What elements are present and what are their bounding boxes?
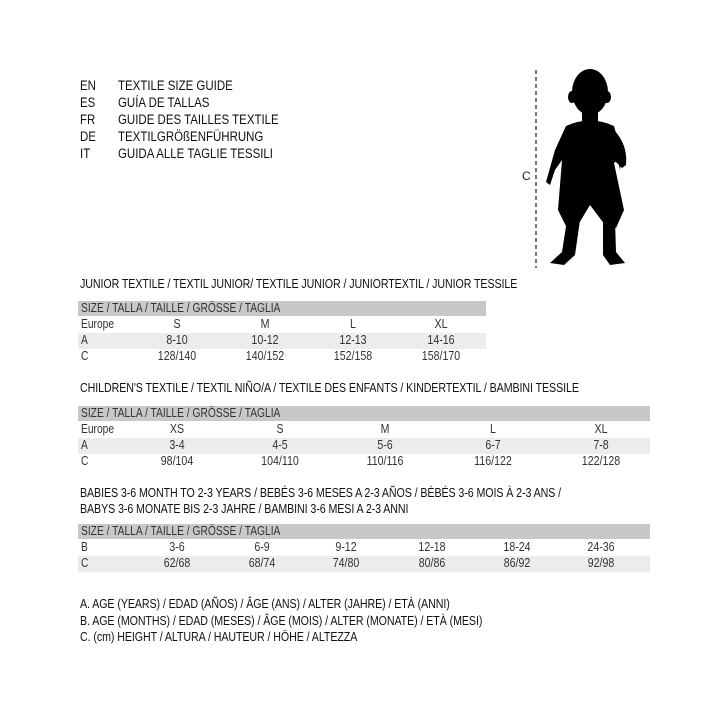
table-cell: 18-24 xyxy=(503,540,531,554)
height-measure-label: C xyxy=(522,169,531,183)
language-code: EN xyxy=(80,78,96,93)
table-cell: 62/68 xyxy=(163,556,191,570)
table-cell: 12-13 xyxy=(339,333,367,347)
table-cell: S xyxy=(173,317,181,331)
row-label: Europe xyxy=(81,317,115,331)
table-row: A 3-4 4-5 5-6 6-7 7-8 xyxy=(78,438,650,454)
babies-title-line1: BABIES 3-6 MONTH TO 2-3 YEARS / BEBÉS 3-… xyxy=(80,485,562,500)
size-header-label: SIZE / TALLA / TAILLE / GRÖSSE / TAGLIA xyxy=(81,406,281,420)
size-header-bar: SIZE / TALLA / TAILLE / GRÖSSE / TAGLIA xyxy=(78,406,650,421)
table-cell: 24-36 xyxy=(587,540,615,554)
table-cell: 4-5 xyxy=(272,438,288,452)
table-cell: S xyxy=(276,422,284,436)
table-cell: 80/86 xyxy=(418,556,446,570)
legend-line: B. AGE (MONTHS) / EDAD (MESES) / ÂGE (MO… xyxy=(80,612,483,628)
table-cell: M xyxy=(380,422,390,436)
table-cell: 140/152 xyxy=(245,349,285,363)
table-cell: XS xyxy=(169,422,185,436)
table-cell: 128/140 xyxy=(157,349,197,363)
children-title: CHILDREN'S TEXTILE / TEXTIL NIÑO/A / TEX… xyxy=(80,380,579,395)
table-cell: XL xyxy=(434,317,448,331)
table-cell: 8-10 xyxy=(166,333,188,347)
table-row: C 98/104 104/110 110/116 116/122 122/128 xyxy=(78,454,650,470)
row-label: Europe xyxy=(81,422,115,436)
child-silhouette-icon: C xyxy=(522,69,627,268)
table-cell: 98/104 xyxy=(160,454,194,468)
language-title: TEXTILE SIZE GUIDE xyxy=(118,78,233,93)
row-label: C xyxy=(81,556,89,570)
table-cell: 5-6 xyxy=(377,438,393,452)
legend-line: C. (cm) HEIGHT / ALTURA / HAUTEUR / HÖHE… xyxy=(80,629,358,644)
size-header-label: SIZE / TALLA / TAILLE / GRÖSSE / TAGLIA xyxy=(81,301,281,315)
language-code: IT xyxy=(80,146,91,161)
table-row: Europe XS S M L XL xyxy=(78,422,650,438)
row-label: C xyxy=(81,454,89,468)
table-cell: L xyxy=(350,317,356,331)
table-cell: 74/80 xyxy=(332,556,360,570)
table-row: C 62/68 68/74 74/80 80/86 86/92 92/98 xyxy=(78,556,650,572)
language-title: GUIDA ALLE TAGLIE TESSILI xyxy=(118,146,273,161)
row-label: A xyxy=(81,438,88,452)
language-code: FR xyxy=(80,112,96,127)
row-label: B xyxy=(81,540,88,554)
size-header-bar: SIZE / TALLA / TAILLE / GRÖSSE / TAGLIA xyxy=(78,301,486,316)
table-cell: 158/170 xyxy=(421,349,461,363)
table-cell: 122/128 xyxy=(581,454,621,468)
table-cell: 92/98 xyxy=(587,556,615,570)
row-label: C xyxy=(81,349,89,363)
language-title: GUÍA DE TALLAS xyxy=(118,95,210,110)
table-cell: L xyxy=(490,422,496,436)
table-cell: 104/110 xyxy=(261,454,299,468)
table-cell: 10-12 xyxy=(251,333,279,347)
table-row: Europe S M L XL xyxy=(78,317,486,333)
table-cell: XL xyxy=(594,422,608,436)
table-cell: 9-12 xyxy=(335,540,357,554)
table-row: A 8-10 10-12 12-13 14-16 xyxy=(78,333,486,349)
junior-title: JUNIOR TEXTILE / TEXTIL JUNIOR/ TEXTILE … xyxy=(80,276,518,291)
language-title: TEXTILGRÖßENFÜHRUNG xyxy=(118,129,264,144)
babies-title-line2: BABYS 3-6 MONATE BIS 2-3 JAHRE / BAMBINI… xyxy=(80,501,409,516)
table-cell: 86/92 xyxy=(503,556,531,570)
language-code: DE xyxy=(80,129,96,144)
table-row: B 3-6 6-9 9-12 12-18 18-24 24-36 xyxy=(78,540,650,556)
table-cell: 110/116 xyxy=(366,454,404,468)
size-header-label: SIZE / TALLA / TAILLE / GRÖSSE / TAGLIA xyxy=(81,524,281,538)
table-cell: 6-7 xyxy=(485,438,501,452)
row-label: A xyxy=(81,333,88,347)
table-cell: 7-8 xyxy=(593,438,609,452)
table-cell: M xyxy=(260,317,270,331)
language-code: ES xyxy=(80,95,96,110)
table-cell: 14-16 xyxy=(427,333,455,347)
table-cell: 116/122 xyxy=(474,454,512,468)
legend-line: A. AGE (YEARS) / EDAD (AÑOS) / ÂGE (ANS)… xyxy=(80,596,450,611)
table-cell: 12-18 xyxy=(418,540,446,554)
table-cell: 3-4 xyxy=(169,438,185,452)
table-cell: 3-6 xyxy=(169,540,185,554)
table-row: C 128/140 140/152 152/158 158/170 xyxy=(78,349,486,365)
table-cell: 152/158 xyxy=(333,349,373,363)
language-title: GUIDE DES TAILLES TEXTILE xyxy=(118,112,279,127)
table-cell: 6-9 xyxy=(254,540,270,554)
size-header-bar: SIZE / TALLA / TAILLE / GRÖSSE / TAGLIA xyxy=(78,524,650,539)
table-cell: 68/74 xyxy=(248,556,276,570)
